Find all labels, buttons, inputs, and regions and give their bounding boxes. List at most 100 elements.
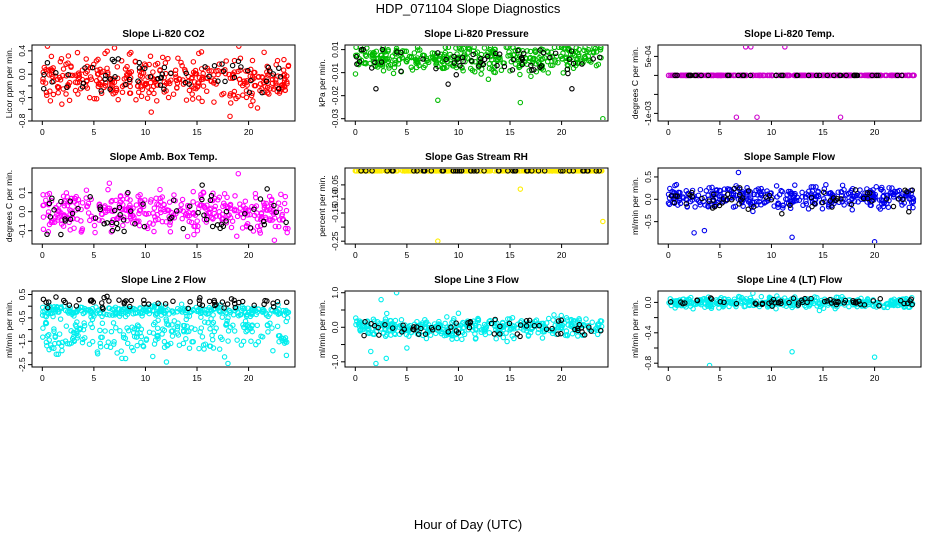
data-point [675, 202, 681, 208]
data-point [751, 191, 757, 198]
y-tick-label: 0.0 [17, 68, 27, 80]
data-point [79, 304, 85, 311]
data-point [519, 55, 525, 62]
data-point [369, 52, 376, 59]
data-point [583, 316, 589, 322]
data-point [390, 70, 397, 77]
data-point [905, 72, 912, 79]
data-point [543, 326, 550, 332]
data-point [884, 192, 891, 199]
data-point [539, 335, 546, 341]
data-point [44, 342, 50, 349]
data-point [254, 105, 261, 111]
data-point [230, 322, 236, 329]
data-point [504, 316, 511, 322]
data-point [403, 59, 410, 65]
data-point [506, 320, 513, 327]
data-point [758, 72, 764, 79]
data-point-outlier [352, 169, 359, 174]
data-point [379, 46, 386, 53]
x-tick-label: 20 [557, 250, 567, 260]
data-point [147, 220, 153, 226]
data-point [40, 325, 46, 331]
data-point [593, 49, 600, 55]
data-point [46, 346, 52, 353]
data-point [552, 50, 559, 57]
data-point [674, 193, 680, 199]
data-point [40, 202, 47, 208]
data-point [75, 205, 81, 212]
data-point [124, 217, 130, 224]
data-point-outlier [754, 114, 760, 120]
data-point [193, 304, 200, 311]
data-point [127, 83, 133, 90]
y-tick-label: -0.8 [17, 113, 27, 128]
data-point [491, 331, 498, 337]
data-point [401, 326, 407, 333]
data-point [82, 309, 88, 316]
data-point [48, 66, 54, 72]
data-point [435, 321, 442, 327]
chart-panel-4: Slope Amb. Box Temp. 0 5 10 15 20 -0.1 0.0 0.1de… [4, 152, 296, 260]
data-point [889, 185, 895, 191]
data-point [105, 339, 112, 345]
data-point [135, 83, 141, 89]
data-point [136, 65, 143, 71]
data-point [146, 89, 152, 96]
data-point [267, 68, 273, 74]
data-point [120, 217, 127, 223]
data-point [130, 212, 136, 219]
data-points [352, 46, 606, 120]
data-point [911, 72, 917, 79]
y-tick-label: 0.5 [17, 288, 27, 300]
data-point [787, 202, 793, 209]
data-point [467, 169, 474, 174]
data-point [154, 325, 161, 331]
data-point [433, 169, 440, 174]
data-point [114, 64, 121, 70]
data-point [552, 59, 558, 65]
data-point [44, 92, 50, 99]
data-point [270, 304, 277, 310]
y-tick-label: 0.5 [643, 171, 653, 183]
data-point [102, 328, 108, 334]
data-point [745, 188, 752, 194]
data-point [231, 328, 238, 334]
data-point [153, 98, 160, 104]
data-point [280, 72, 287, 79]
data-point [67, 216, 74, 222]
data-point [126, 51, 133, 57]
data-point [236, 76, 243, 83]
data-point [189, 91, 195, 97]
data-point [803, 191, 810, 197]
data-point [150, 69, 156, 75]
data-point [188, 308, 195, 315]
data-point [569, 330, 576, 337]
data-point [179, 196, 186, 203]
data-point [116, 313, 123, 319]
data-point-outlier [750, 292, 756, 297]
data-point [496, 331, 503, 337]
data-point [528, 326, 535, 333]
data-point [272, 223, 279, 230]
data-point [283, 207, 290, 214]
data-point [711, 191, 717, 198]
data-point [769, 303, 775, 309]
data-point [159, 54, 166, 61]
data-point [581, 332, 588, 338]
data-point [586, 49, 593, 55]
data-point [352, 71, 359, 77]
data-point [255, 339, 262, 345]
data-points [666, 292, 916, 366]
data-point [481, 326, 488, 333]
data-point [881, 200, 887, 206]
data-point [56, 331, 63, 337]
data-point [786, 299, 792, 306]
data-point [902, 187, 908, 193]
data-point [692, 72, 698, 79]
data-point [170, 91, 177, 97]
data-point [237, 201, 243, 207]
data-point [864, 298, 870, 304]
data-point [46, 200, 53, 207]
data-point [167, 222, 173, 228]
